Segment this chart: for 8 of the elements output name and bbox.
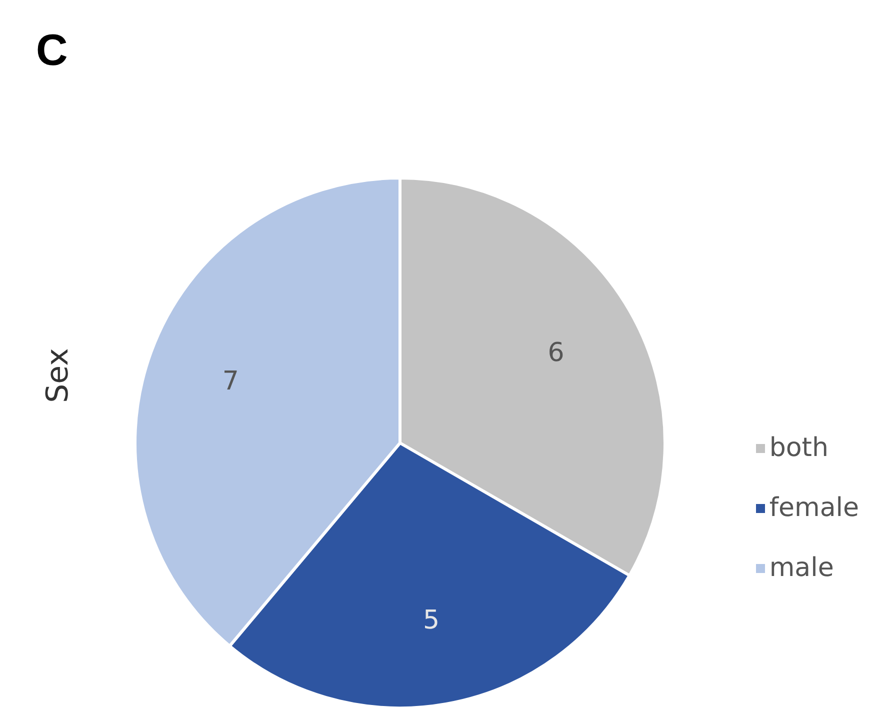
data-label: 7 [222,366,239,396]
data-label: 6 [548,338,564,368]
data-label: 5 [423,605,440,636]
legend-label: female [769,493,859,523]
legend-label: male [769,553,834,583]
text: Sex [40,347,76,405]
legend-label: both [769,433,828,463]
chart-title: C [36,26,68,76]
